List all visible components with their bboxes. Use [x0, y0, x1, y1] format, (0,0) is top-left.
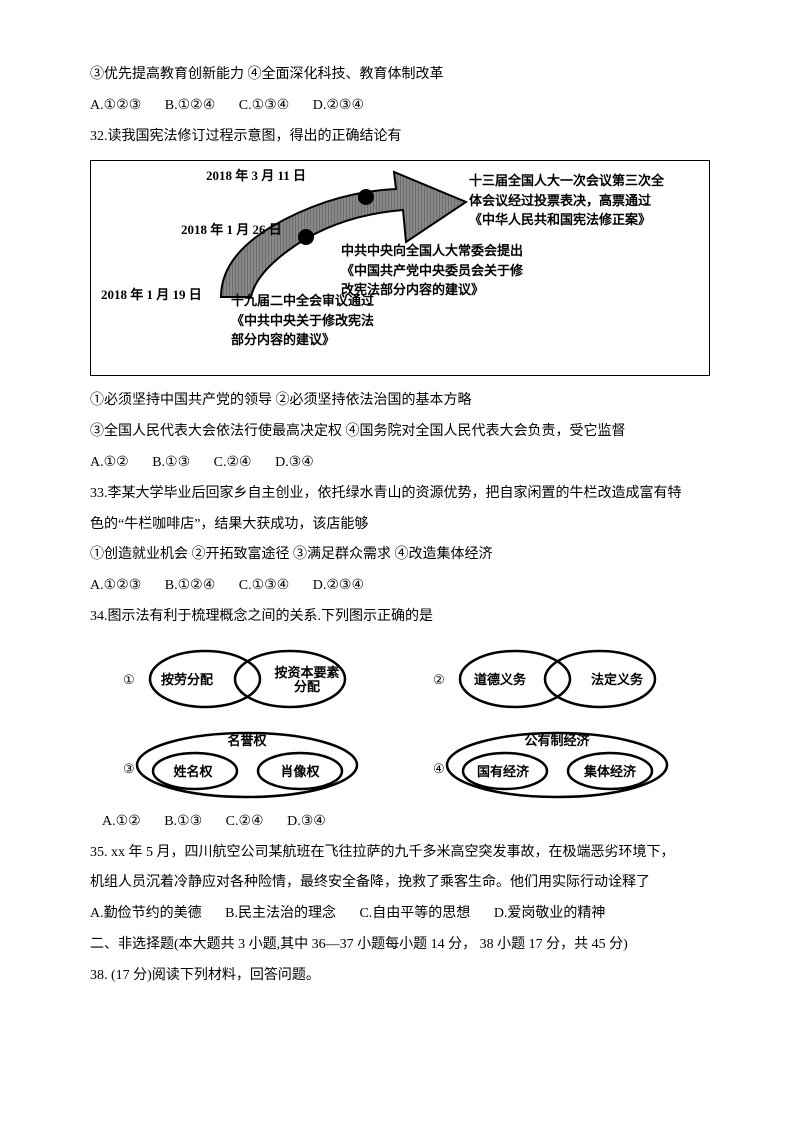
exam-page: ③优先提高教育创新能力 ④全面深化科技、教育体制改革 A.①②③ B.①②④ C…: [0, 0, 800, 1032]
opt-a[interactable]: A.①②③: [90, 98, 141, 113]
venn-row-2: ③ 名誉权 姓名权 肖像权 ④ 公有制经济 国有经济 集体经济: [90, 723, 710, 801]
venn-row-1: ① 按劳分配 按资本要素分配 ② 道德义务 法定义务: [90, 639, 710, 717]
q32-options: A.①② B.①③ C.②④ D.③④: [90, 448, 710, 479]
q33-stem-a: 33.李某大学毕业后回家乡自主创业，依托绿水青山的资源优势，把自家闲置的牛栏改造…: [90, 479, 710, 510]
q34-options: A.①② B.①③ C.②④ D.③④: [90, 807, 710, 838]
q32-stmt1-2: ①必须坚持中国共产党的领导 ②必须坚持依法治国的基本方略: [90, 386, 710, 417]
svg-text:法定义务: 法定义务: [591, 672, 644, 687]
q35-stem-a: 35. xx 年 5 月，四川航空公司某航班在飞往拉萨的九千多米高空突发事故，在…: [90, 838, 710, 869]
opt-b[interactable]: B.民主法治的理念: [225, 906, 336, 921]
opt-c[interactable]: C.②④: [226, 814, 264, 829]
opt-c[interactable]: C.①③④: [239, 578, 290, 593]
opt-a[interactable]: A.①②: [90, 455, 129, 470]
venn-3: ③ 名誉权 姓名权 肖像权: [115, 723, 375, 801]
fig-date-3: 2018 年 1 月 19 日: [101, 286, 202, 304]
opt-b[interactable]: B.①③: [152, 455, 190, 470]
section-2-header: 二、非选择题(本大题共 3 小题,其中 36—37 小题每小题 14 分， 38…: [90, 930, 710, 961]
opt-d[interactable]: D.③④: [275, 455, 314, 470]
venn-1: ① 按劳分配 按资本要素分配: [115, 639, 375, 717]
opt-d[interactable]: D.②③④: [313, 98, 364, 113]
opt-b[interactable]: B.①③: [164, 814, 202, 829]
svg-text:集体经济: 集体经济: [583, 764, 637, 779]
svg-text:按资本要素分配: 按资本要素分配: [274, 665, 339, 694]
opt-b[interactable]: B.①②④: [165, 578, 216, 593]
svg-text:公有制经济: 公有制经济: [524, 733, 590, 748]
q32-figure: 2018 年 3 月 11 日 2018 年 1 月 26 日 2018 年 1…: [90, 160, 710, 376]
q33-options: A.①②③ B.①②④ C.①③④ D.②③④: [90, 571, 710, 602]
opt-c[interactable]: C.①③④: [239, 98, 290, 113]
fig-date-2: 2018 年 1 月 26 日: [181, 221, 282, 239]
q31-stmt3-4: ③优先提高教育创新能力 ④全面深化科技、教育体制改革: [90, 60, 710, 91]
opt-a[interactable]: A.①②③: [90, 578, 141, 593]
svg-text:③: ③: [123, 761, 135, 776]
opt-c[interactable]: C.②④: [214, 455, 252, 470]
q32-stem: 32.读我国宪法修订过程示意图，得出的正确结论有: [90, 122, 710, 153]
venn-4: ④ 公有制经济 国有经济 集体经济: [425, 723, 685, 801]
q33-stem-b: 色的“牛栏咖啡店”，结果大获成功，该店能够: [90, 510, 710, 541]
q33-stmts: ①创造就业机会 ②开拓致富途径 ③满足群众需求 ④改造集体经济: [90, 540, 710, 571]
q38-stem: 38. (17 分)阅读下列材料，回答问题。: [90, 961, 710, 992]
q32-stmt3-4: ③全国人民代表大会依法行使最高决定权 ④国务院对全国人民代表大会负责，受它监督: [90, 417, 710, 448]
q35-stem-b: 机组人员沉着冷静应对各种险情，最终安全备降，挽救了乘客生命。他们用实际行动诠释了: [90, 868, 710, 899]
q35-options: A.勤俭节约的美德 B.民主法治的理念 C.自由平等的思想 D.爱岗敬业的精神: [90, 899, 710, 930]
svg-text:国有经济: 国有经济: [477, 764, 530, 779]
opt-a[interactable]: A.①②: [102, 814, 141, 829]
svg-text:按劳分配: 按劳分配: [161, 672, 213, 687]
q31-options: A.①②③ B.①②④ C.①③④ D.②③④: [90, 91, 710, 122]
fig-right-text: 十三届全国人大一次会议第三次全 体会议经过投票表决，高票通过 《中华人民共和国宪…: [469, 171, 689, 230]
opt-b[interactable]: B.①②④: [165, 98, 216, 113]
svg-text:肖像权: 肖像权: [280, 764, 320, 779]
svg-text:②: ②: [433, 672, 445, 687]
svg-text:道德义务: 道德义务: [474, 672, 527, 687]
opt-c[interactable]: C.自由平等的思想: [359, 906, 470, 921]
opt-d[interactable]: D.③④: [287, 814, 326, 829]
svg-text:姓名权: 姓名权: [172, 764, 213, 779]
svg-text:④: ④: [433, 761, 445, 776]
svg-text:①: ①: [123, 672, 135, 687]
opt-d[interactable]: D.②③④: [313, 578, 364, 593]
fig-date-1: 2018 年 3 月 11 日: [206, 167, 306, 185]
venn-2: ② 道德义务 法定义务: [425, 639, 685, 717]
q34-stem: 34.图示法有利于梳理概念之间的关系.下列图示正确的是: [90, 602, 710, 633]
svg-text:名誉权: 名誉权: [227, 733, 267, 748]
opt-a[interactable]: A.勤俭节约的美德: [90, 906, 202, 921]
fig-bottom-text: 十九届二中全会审议通过 《中共中央关于修改宪法 部分内容的建议》: [231, 291, 431, 350]
opt-d[interactable]: D.爱岗敬业的精神: [494, 906, 606, 921]
